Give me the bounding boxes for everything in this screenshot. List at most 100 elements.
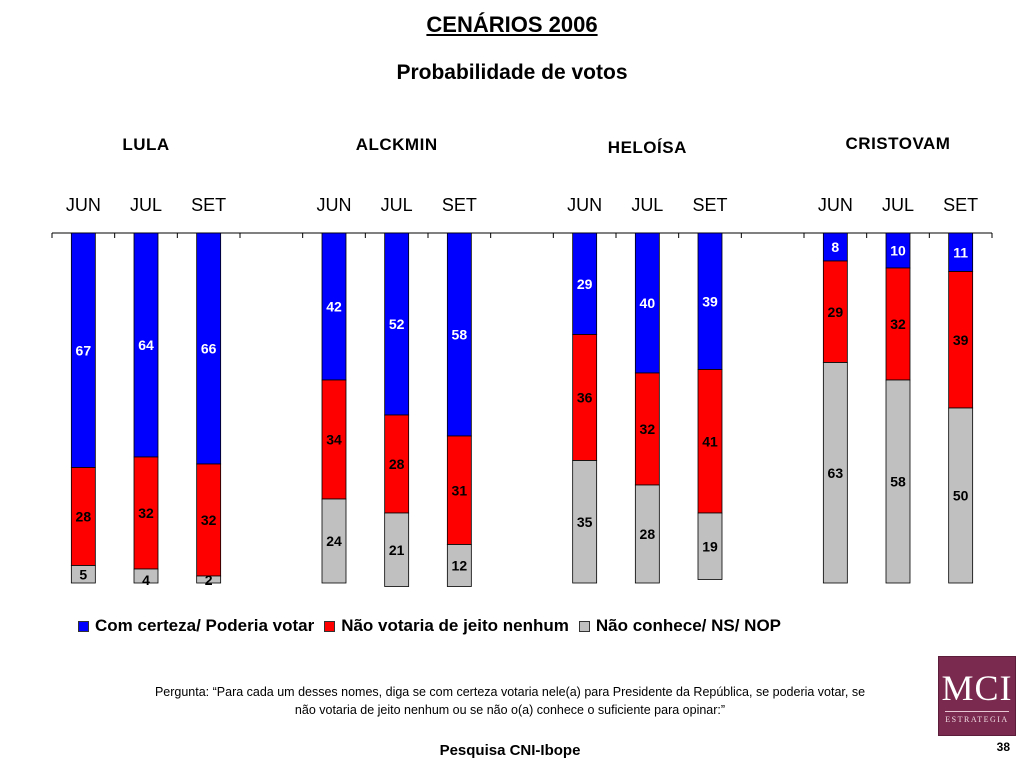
bar-segment-cristovam-jun-nao_conhece (822, 362, 848, 584)
logo-divider (945, 711, 1009, 712)
bar-segment-cristovam-jul-nao_conhece (885, 379, 911, 584)
bar-segment-lula-jul-certeza (133, 232, 159, 458)
data-label-heloisa-set-certeza: 39 (702, 293, 718, 309)
month-label-alckmin-set: SET (442, 195, 477, 215)
bar-segment-alckmin-set-certeza (446, 232, 472, 437)
slide-subtitle: Probabilidade de votos (396, 61, 628, 84)
slide-title: CENÁRIOS 2006 (426, 12, 598, 37)
data-label-lula-jul-nao_votaria: 32 (138, 505, 154, 521)
logo-text: MCI (941, 668, 1013, 708)
group-label-heloisa: HELOÍSA (608, 138, 687, 157)
month-label-cristovam-jul: JUL (882, 195, 914, 215)
bar-segment-alckmin-set-nao_conhece (446, 544, 472, 587)
data-label-heloisa-jun-certeza: 29 (577, 276, 593, 292)
data-label-alckmin-jul-certeza: 52 (389, 316, 405, 332)
bar-segment-heloisa-set-nao_conhece (697, 512, 723, 580)
page-number: 38 (996, 740, 1010, 754)
bar-segment-lula-jul-nao_conhece (133, 568, 159, 584)
month-label-alckmin-jul: JUL (381, 195, 413, 215)
legend-label-certeza: Com certeza/ Poderia votar (95, 616, 315, 635)
data-label-lula-set-nao_conhece: 2 (205, 572, 213, 588)
legend-swatch-nao-votaria (324, 620, 336, 632)
data-label-heloisa-jul-nao_conhece: 28 (640, 526, 656, 542)
bar-segment-heloisa-jul-certeza (634, 232, 660, 374)
month-label-heloisa-jun: JUN (567, 195, 602, 215)
data-label-lula-set-nao_votaria: 32 (201, 512, 217, 528)
data-label-cristovam-set-nao_conhece: 50 (953, 488, 969, 504)
data-label-cristovam-jul-nao_conhece: 58 (890, 474, 906, 490)
data-label-heloisa-jul-nao_votaria: 32 (640, 421, 656, 437)
bar-segment-heloisa-jun-nao_conhece (572, 460, 598, 584)
legend-item-nao-conhece: Não conhece/ NS/ NOP (578, 616, 782, 636)
data-label-lula-jul-certeza: 64 (138, 337, 154, 353)
legend-label-nao-votaria: Não votaria de jeito nenhum (341, 616, 569, 635)
legend-item-certeza: Com certeza/ Poderia votar (78, 616, 314, 636)
data-label-cristovam-jun-nao_votaria: 29 (828, 304, 844, 320)
month-label-lula-jun: JUN (66, 195, 101, 215)
bar-segment-lula-set-certeza (196, 232, 222, 465)
group-label-alckmin: ALCKMIN (356, 135, 438, 154)
bar-segment-heloisa-set-certeza (697, 232, 723, 370)
chart-legend: Com certeza/ Poderia votar Não votaria d… (78, 614, 791, 638)
bar-segment-cristovam-set-certeza (948, 232, 974, 272)
data-label-alckmin-set-certeza: 58 (452, 327, 468, 343)
group-label-lula: LULA (122, 135, 169, 154)
data-label-lula-jun-nao_conhece: 5 (79, 566, 87, 582)
stacked-bar-chart: LULA JUN 67 28 5 JUL 64 32 4 SET 66 32 2 ALCKMIN JUN 42… (51, 134, 993, 588)
data-label-lula-jul-nao_conhece: 4 (142, 572, 150, 588)
data-label-cristovam-jun-nao_conhece: 63 (828, 465, 844, 481)
bar-segment-heloisa-set-nao_votaria (697, 369, 723, 514)
legend-label-nao-conhece: Não conhece/ NS/ NOP (595, 616, 782, 635)
bar-segment-alckmin-set-nao_votaria (446, 435, 472, 545)
data-label-cristovam-set-nao_votaria: 39 (953, 332, 969, 348)
data-label-cristovam-jul-nao_votaria: 32 (890, 316, 906, 332)
bar-segment-heloisa-jul-nao_votaria (634, 372, 660, 486)
bar-segment-heloisa-jun-certeza (572, 232, 598, 335)
data-label-lula-jun-nao_votaria: 28 (76, 509, 92, 525)
data-label-alckmin-jul-nao_votaria: 28 (389, 456, 405, 472)
month-label-cristovam-jun: JUN (818, 195, 853, 215)
mci-logo: MCI ESTRATEGIA (938, 656, 1016, 736)
bar-segment-lula-set-nao_conhece (196, 575, 222, 584)
data-label-alckmin-jun-certeza: 42 (326, 299, 342, 315)
data-label-alckmin-set-nao_conhece: 12 (452, 558, 468, 574)
month-label-heloisa-jul: JUL (631, 195, 663, 215)
data-label-lula-set-certeza: 66 (201, 341, 217, 357)
logo-subtext: ESTRATEGIA (945, 715, 1009, 724)
data-label-heloisa-set-nao_conhece: 19 (702, 538, 718, 554)
legend-swatch-certeza (78, 620, 89, 632)
data-label-heloisa-jun-nao_votaria: 36 (577, 390, 593, 406)
bar-segment-cristovam-jul-nao_votaria (885, 267, 911, 381)
bar-segment-alckmin-jun-nao_votaria (321, 379, 347, 500)
bar-segment-heloisa-jul-nao_conhece (634, 484, 660, 584)
bar-segment-lula-jun-certeza (70, 232, 96, 468)
data-label-alckmin-jun-nao_conhece: 24 (326, 533, 342, 549)
bar-segment-cristovam-set-nao_conhece (948, 407, 974, 584)
bar-segment-alckmin-jun-certeza (321, 232, 347, 381)
data-label-cristovam-jul-certeza: 10 (890, 243, 906, 259)
month-label-lula-set: SET (191, 195, 226, 215)
bar-segment-cristovam-jul-certeza (885, 232, 911, 269)
month-label-cristovam-set: SET (943, 195, 978, 215)
data-label-alckmin-jul-nao_conhece: 21 (389, 542, 405, 558)
data-label-lula-jun-certeza: 67 (76, 342, 92, 358)
survey-question: Pergunta: “Para cada um desses nomes, di… (154, 685, 866, 717)
month-label-heloisa-set: SET (692, 195, 727, 215)
bar-segment-lula-jul-nao_votaria (133, 456, 159, 570)
data-label-alckmin-set-nao_votaria: 31 (452, 482, 468, 498)
data-label-cristovam-jun-certeza: 8 (831, 239, 839, 255)
bar-segment-alckmin-jul-nao_conhece (384, 512, 410, 587)
month-label-alckmin-jun: JUN (317, 195, 352, 215)
legend-swatch-nao-conhece (578, 620, 590, 632)
bar-segment-lula-jun-nao_conhece (70, 565, 96, 584)
group-label-cristovam: CRISTOVAM (846, 134, 951, 153)
bar-segment-lula-set-nao_votaria (196, 463, 222, 577)
source-label: Pesquisa CNI-Ibope (439, 742, 581, 759)
bar-segment-alckmin-jun-nao_conhece (321, 498, 347, 584)
bar-segment-cristovam-set-nao_votaria (948, 271, 974, 409)
data-label-heloisa-jul-certeza: 40 (640, 295, 656, 311)
legend-item-nao-votaria: Não votaria de jeito nenhum (324, 616, 569, 636)
data-label-cristovam-set-certeza: 11 (953, 244, 968, 260)
data-label-alckmin-jun-nao_votaria: 34 (326, 432, 342, 448)
month-label-lula-jul: JUL (130, 195, 162, 215)
